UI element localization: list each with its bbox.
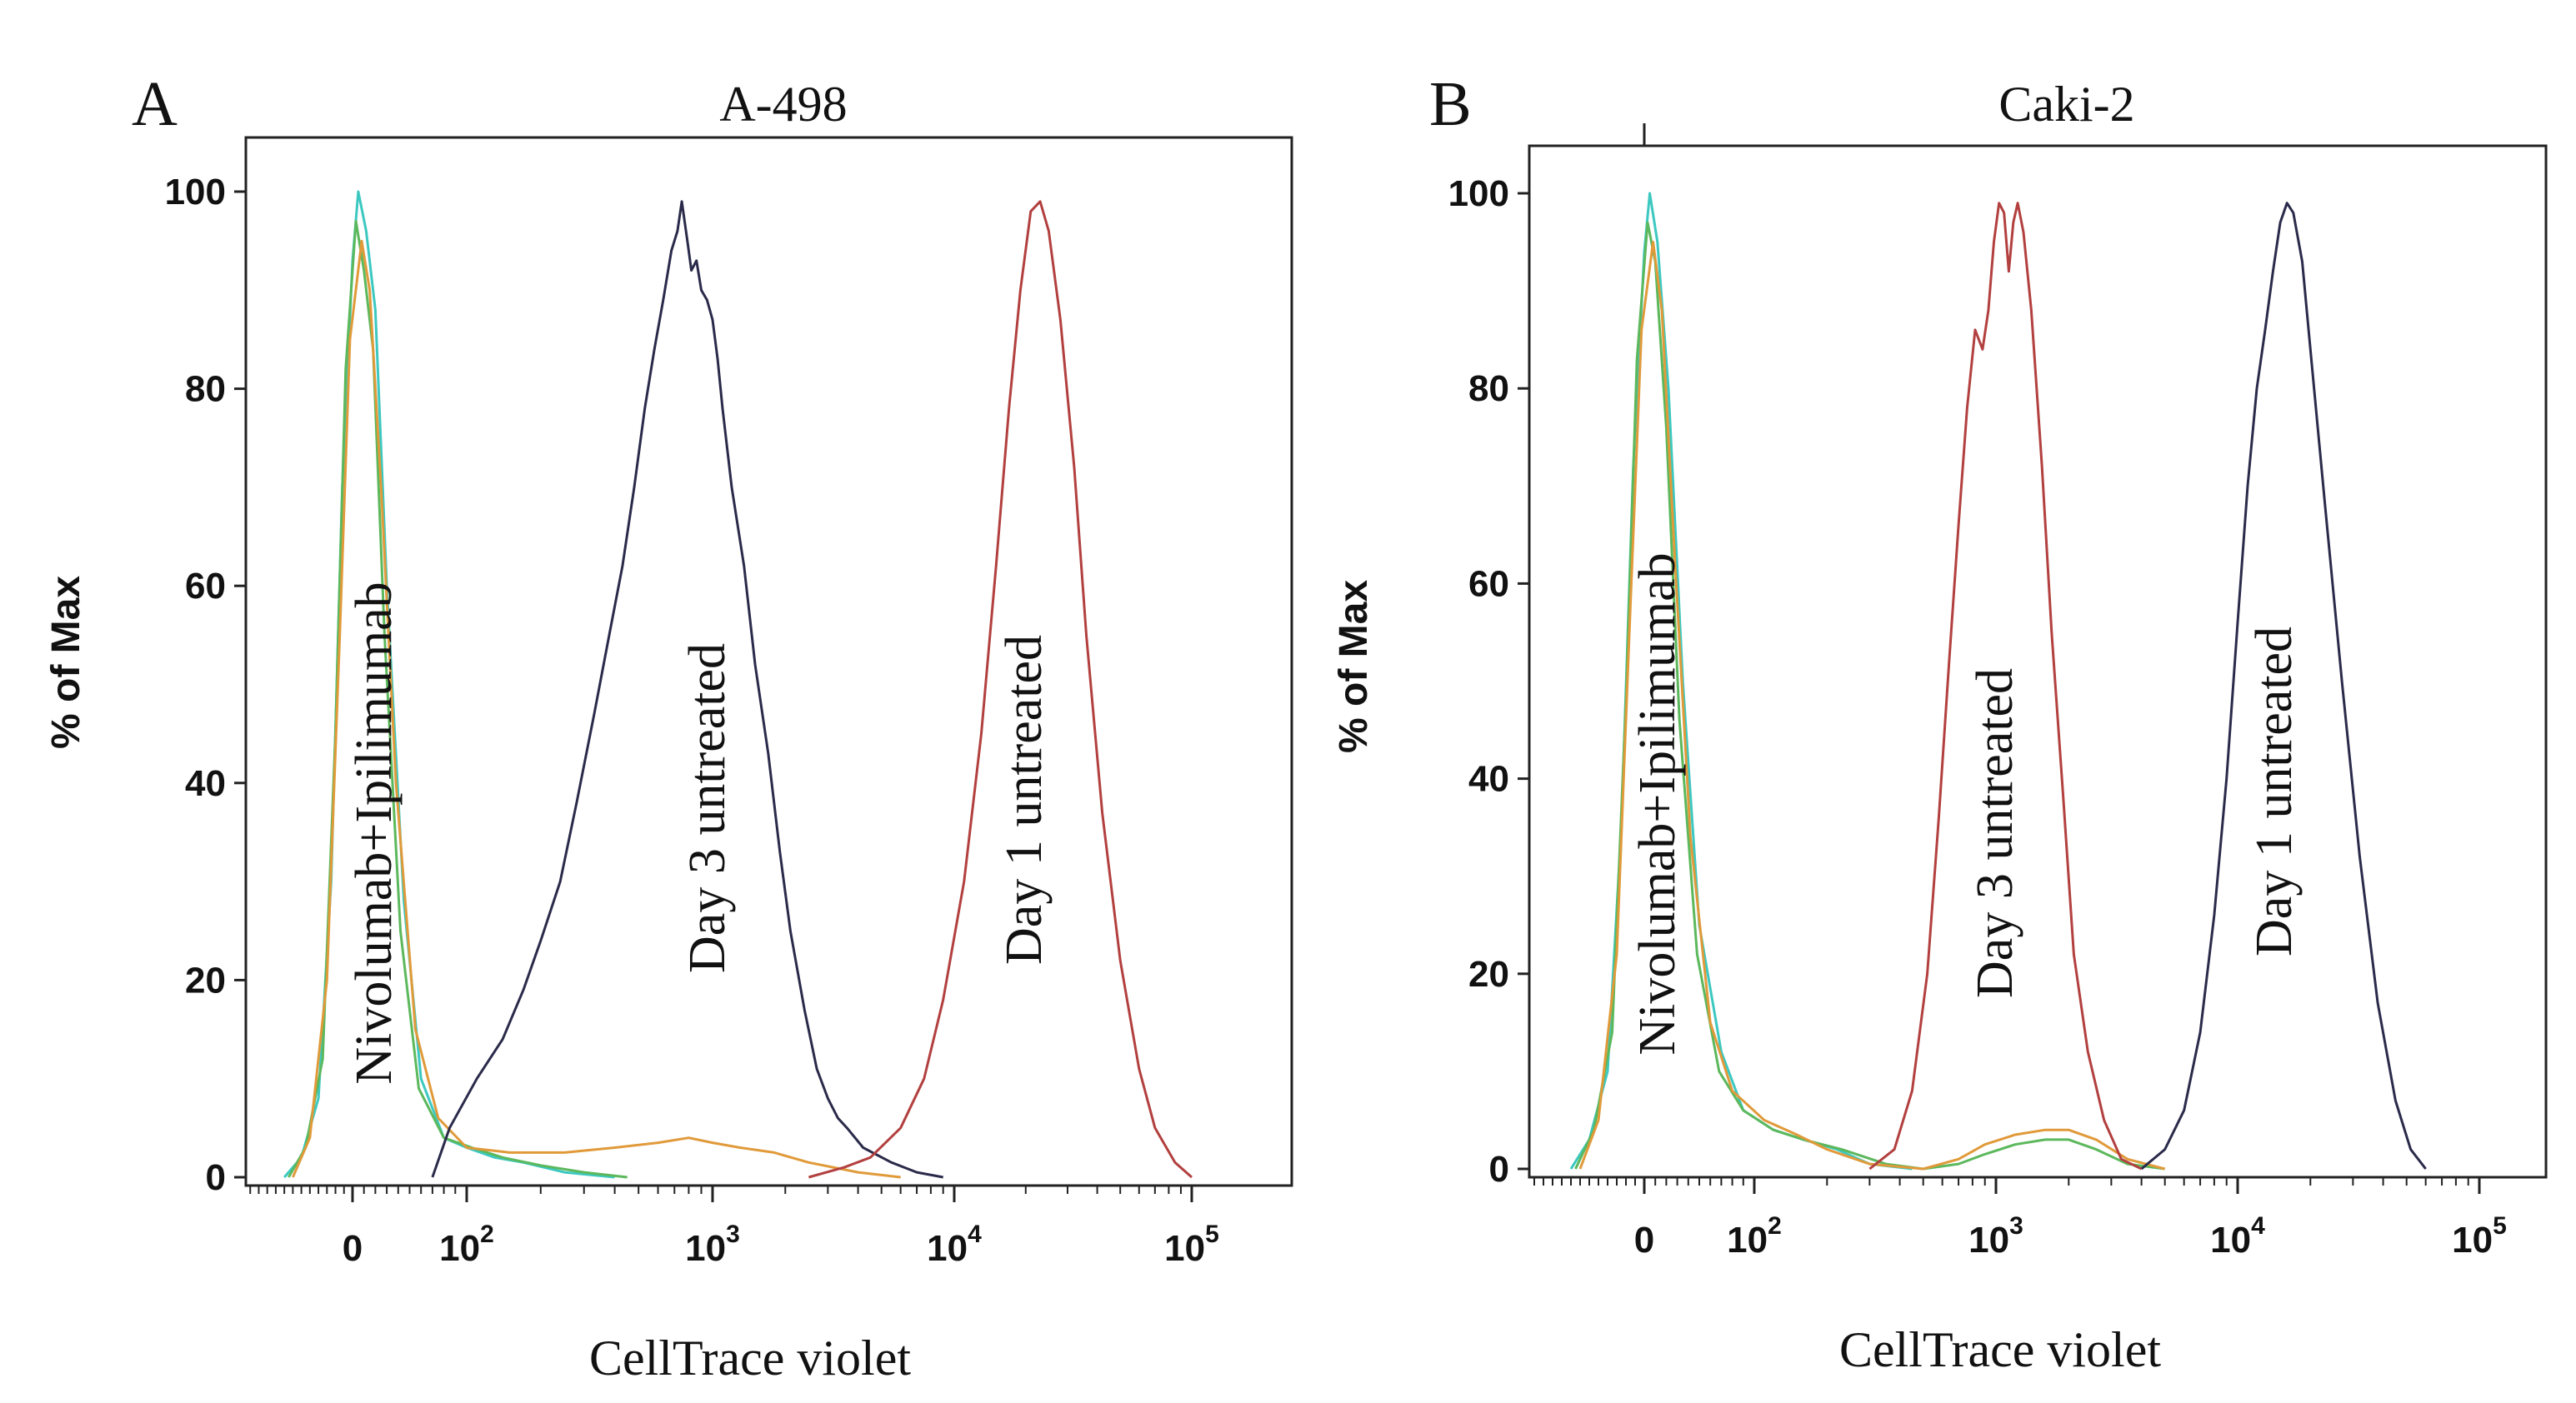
- panel-a-letter: A: [132, 69, 178, 139]
- panel-b-series-4-line: [2140, 202, 2427, 1171]
- panel-a-y-tick-label-100: 100: [165, 172, 226, 212]
- panel-b-x-axis-ticks: 0 102 103 104 105: [1634, 1177, 2507, 1261]
- panel-b-letter: B: [1429, 69, 1472, 139]
- panel-a-x-tick-label-4: 105: [1164, 1221, 1219, 1269]
- panel-a-x-tick-label-1: 102: [439, 1221, 494, 1269]
- panel-a-series-2-line: [292, 239, 901, 1179]
- panel-a-y-tick-label-40: 40: [185, 763, 226, 804]
- panel-b-x-tick-label-2: 103: [1968, 1212, 2023, 1261]
- panel-a-x-axis-label: CellTrace violet: [589, 1331, 911, 1386]
- panel-a-series-4-line: [808, 200, 1193, 1179]
- panel-b-y-tick-label-40: 40: [1468, 759, 1509, 800]
- panel-b-title: Caki-2: [1998, 77, 2134, 132]
- panel-b-x-axis-label: CellTrace violet: [1839, 1322, 2161, 1377]
- panel-b-series-2-line: [1578, 241, 2166, 1171]
- panel-b-x-tick-label-1: 102: [1727, 1212, 1782, 1261]
- panel-b-y-tick-label-20: 20: [1468, 954, 1509, 995]
- panel-a-annotation-nivolumab: Nivolumab+Ipilimumab: [346, 582, 403, 1084]
- panel-b-plot-frame: [1528, 144, 2548, 1179]
- panel-b-x-tick-label-4: 105: [2452, 1212, 2507, 1261]
- panel-a-plot-frame: [244, 136, 1293, 1187]
- panel-b-annotation-nivolumab: Nivolumab+Ipilimumab: [1629, 552, 1686, 1055]
- panel-a-y-axis-label: % of Max: [44, 576, 88, 749]
- panel-b-x-tick-label-3: 104: [2210, 1212, 2265, 1261]
- panel-b-annotation-day1: Day 1 untreated: [2246, 627, 2303, 956]
- panel-a-series-3-line: [431, 200, 943, 1179]
- panel-b-series-3-line: [1868, 202, 2143, 1171]
- panel-a: A A-498 0 20 40 60 80 100 0 102 103 104 105 % of …: [44, 69, 1293, 1386]
- panel-a-x-tick-label-0: 0: [343, 1228, 363, 1269]
- panel-a-title: A-498: [719, 77, 847, 132]
- panel-a-y-tick-label-60: 60: [185, 566, 226, 607]
- panel-b-minor-ticks: [1533, 1177, 2469, 1186]
- panel-b-annotation-day3: Day 3 untreated: [1967, 668, 2023, 998]
- panel-a-annotation-day1: Day 1 untreated: [996, 635, 1053, 965]
- panel-b-y-tick-label-80: 80: [1468, 368, 1509, 409]
- panel-a-x-tick-label-2: 103: [685, 1221, 740, 1269]
- panel-b-series-1-line: [1574, 221, 2165, 1171]
- panel-a-annotation-day3: Day 3 untreated: [679, 643, 736, 973]
- panel-b-y-axis-ticks: 0 20 40 60 80 100: [1448, 173, 1529, 1190]
- panel-a-x-axis-ticks: 0 102 103 104 105: [343, 1186, 1219, 1269]
- panel-b-y-tick-label-60: 60: [1468, 563, 1509, 604]
- panel-b-y-tick-label-100: 100: [1448, 173, 1509, 214]
- panel-b: B Caki-2 0 20 40 60 80 100 0 102 103 104 105 % of…: [1332, 69, 2548, 1377]
- panel-a-y-axis-ticks: 0 20 40 60 80 100: [165, 172, 246, 1198]
- panel-a-series: [283, 190, 1193, 1179]
- panel-a-y-tick-label-0: 0: [206, 1157, 226, 1198]
- panel-b-x-tick-label-0: 0: [1634, 1220, 1654, 1261]
- panel-a-x-tick-label-3: 104: [927, 1221, 982, 1269]
- panel-b-series: [1569, 192, 2427, 1171]
- panel-b-y-axis-label: % of Max: [1332, 580, 1376, 753]
- panel-b-y-tick-label-0: 0: [1489, 1149, 1509, 1190]
- panel-a-y-tick-label-20: 20: [185, 960, 226, 1001]
- panel-a-y-tick-label-80: 80: [185, 369, 226, 410]
